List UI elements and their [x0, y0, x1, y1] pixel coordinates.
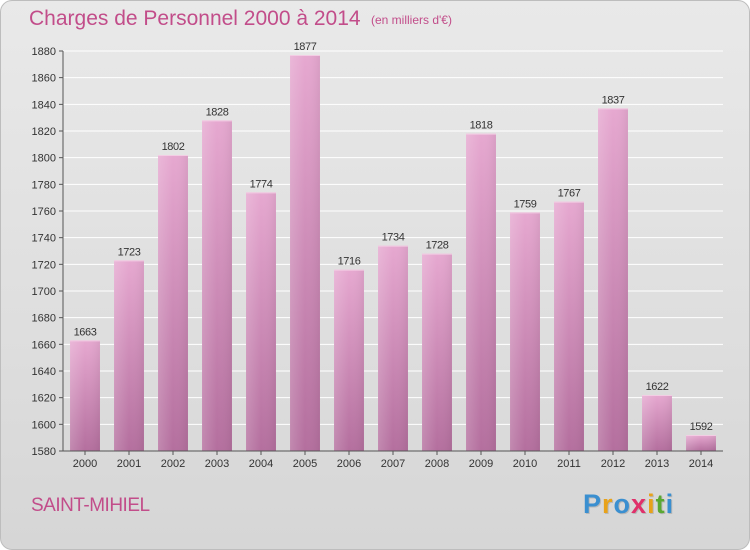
y-tick-label: 1760 [32, 206, 56, 218]
logo-letter: x [631, 489, 648, 519]
x-tick-label: 2008 [425, 458, 449, 470]
data-label: 1759 [514, 198, 537, 210]
bar-shine [466, 133, 496, 451]
data-label: 1734 [382, 232, 405, 244]
x-tick-label: 2014 [689, 458, 713, 470]
logo-letter: o [613, 489, 632, 519]
data-label: 1877 [294, 41, 317, 53]
x-tick-label: 2013 [645, 458, 669, 470]
y-tick-label: 1740 [32, 233, 56, 245]
chart-title: Charges de Personnel 2000 à 2014 [29, 7, 361, 30]
y-tick-label: 1620 [32, 393, 56, 405]
logo-letter: i [665, 489, 675, 519]
bar-shine [70, 340, 100, 451]
bar-shine [554, 201, 584, 451]
bar-shine [378, 245, 408, 451]
y-tick-label: 1840 [32, 99, 56, 111]
data-label: 1592 [690, 421, 713, 433]
x-tick-label: 2002 [161, 458, 185, 470]
y-tick-label: 1660 [32, 339, 56, 351]
logo-letter: r [602, 489, 614, 519]
bar-shine [598, 108, 628, 451]
place-name: SAINT-MIHIEL [31, 495, 150, 516]
data-label: 1723 [118, 246, 141, 258]
x-tick-label: 2004 [249, 458, 273, 470]
x-tick-label: 2001 [117, 458, 141, 470]
x-tick-label: 2010 [513, 458, 537, 470]
data-label: 1716 [338, 256, 361, 268]
y-tick-label: 1580 [32, 446, 56, 458]
y-tick-label: 1720 [32, 259, 56, 271]
logo-letter: t [655, 489, 666, 519]
y-tick-label: 1820 [32, 126, 56, 138]
x-tick-label: 2003 [205, 458, 229, 470]
bar-shine [642, 395, 672, 451]
data-label: 1774 [250, 178, 273, 190]
x-tick-label: 2005 [293, 458, 317, 470]
bar-shine [334, 269, 364, 451]
x-tick-label: 2012 [601, 458, 625, 470]
y-tick-label: 1860 [32, 73, 56, 85]
x-tick-label: 2006 [337, 458, 361, 470]
bar-shine [158, 155, 188, 451]
y-tick-label: 1700 [32, 286, 56, 298]
y-tick-label: 1800 [32, 153, 56, 165]
logo-letter: P [583, 489, 603, 519]
bar-shine [114, 260, 144, 451]
chart-subtitle: (en milliers d'€) [371, 13, 452, 27]
y-tick-label: 1880 [32, 46, 56, 58]
y-tick-label: 1780 [32, 179, 56, 191]
proxiti-logo: Proxiti [583, 489, 674, 520]
y-tick-label: 1640 [32, 366, 56, 378]
bar-shine [422, 253, 452, 451]
data-label: 1818 [470, 120, 493, 132]
data-label: 1828 [206, 106, 229, 118]
data-label: 1767 [558, 188, 581, 200]
y-tick-label: 1600 [32, 419, 56, 431]
bar-shine [686, 435, 716, 451]
x-tick-label: 2007 [381, 458, 405, 470]
x-tick-label: 2009 [469, 458, 493, 470]
bar-shine [510, 212, 540, 451]
data-label: 1728 [426, 240, 449, 252]
logo-letter: i [647, 489, 656, 519]
data-label: 1622 [646, 381, 669, 393]
data-label: 1663 [74, 326, 97, 338]
data-label: 1837 [602, 94, 625, 106]
x-tick-label: 2011 [557, 458, 581, 470]
data-label: 1802 [162, 141, 185, 153]
bar-shine [290, 55, 320, 451]
y-tick-label: 1680 [32, 313, 56, 325]
bar-shine [202, 120, 232, 451]
bar-shine [246, 192, 276, 452]
x-tick-label: 2000 [73, 458, 97, 470]
